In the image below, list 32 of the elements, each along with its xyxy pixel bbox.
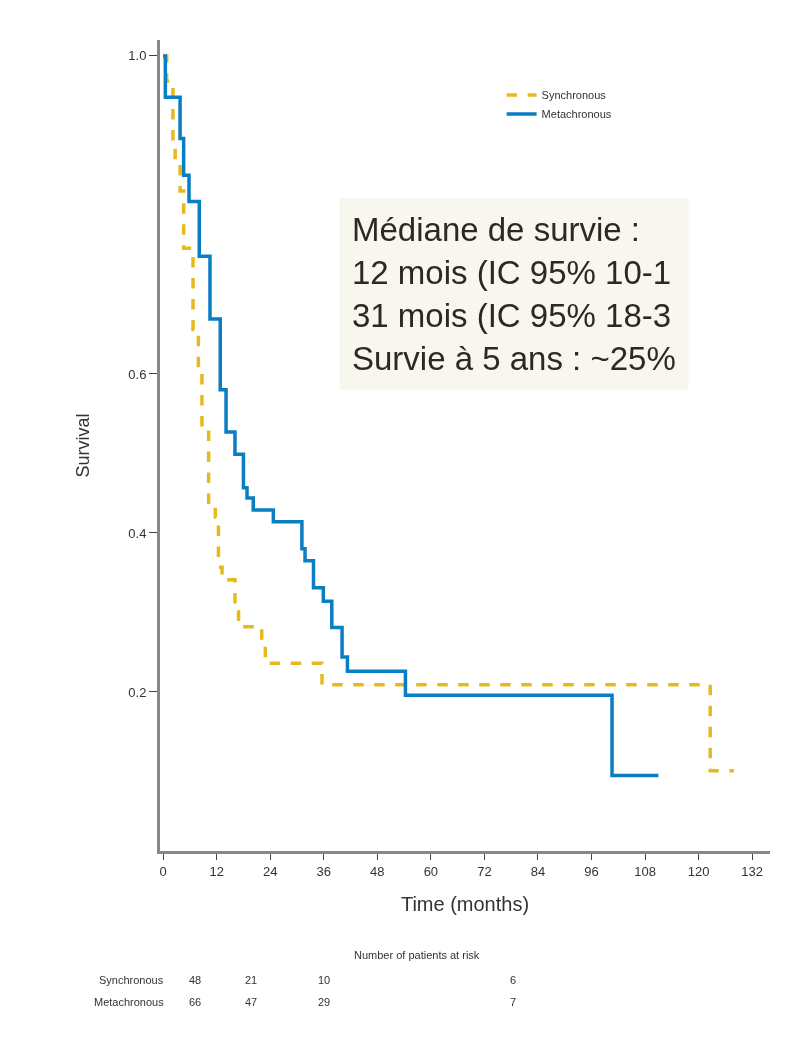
text: 7: [510, 996, 517, 1008]
y-tick-label: 0.6: [128, 366, 147, 382]
x-tick-label: 48: [370, 863, 385, 879]
x-tick-label: 72: [477, 863, 492, 879]
text: 48: [189, 974, 202, 986]
x-tick-label: 108: [634, 863, 656, 879]
y-axis-title: Survival: [72, 413, 93, 478]
text: Number of patients at risk: [354, 949, 480, 961]
y-tick-label: 0.2: [128, 684, 147, 700]
x-tick-label: 120: [687, 863, 710, 879]
text: Synchronous: [99, 974, 164, 986]
y-tick-label: 0.4: [128, 525, 147, 541]
annotation: Médiane de survie : 12 mois (IC 95% 10-1 31 mois (IC 95% 18-3 Survie à 5 ans : ~25%: [352, 211, 676, 377]
x-tick-label: 84: [530, 863, 546, 879]
text: 66: [189, 996, 202, 1008]
text: Metachronous: [94, 996, 165, 1008]
text: 29: [318, 996, 331, 1008]
text: 10: [318, 974, 331, 986]
x-tick-label: 24: [262, 863, 278, 879]
x-tick-label: 0: [159, 863, 167, 879]
x-tick-label: 132: [741, 863, 763, 879]
y-tick-label: 1.0: [128, 48, 147, 64]
legend-label: Metachronous: [541, 108, 612, 121]
x-tick-label: 60: [423, 863, 439, 879]
x-tick-label: 36: [316, 863, 331, 879]
text: 6: [510, 974, 517, 986]
x-tick-label: 96: [584, 863, 599, 879]
text: 47: [245, 996, 258, 1008]
legend-label: Synchronous: [541, 89, 607, 102]
text: 21: [245, 974, 258, 986]
x-tick-label: 12: [209, 863, 224, 879]
x-axis-title: Time (months): [400, 893, 530, 916]
